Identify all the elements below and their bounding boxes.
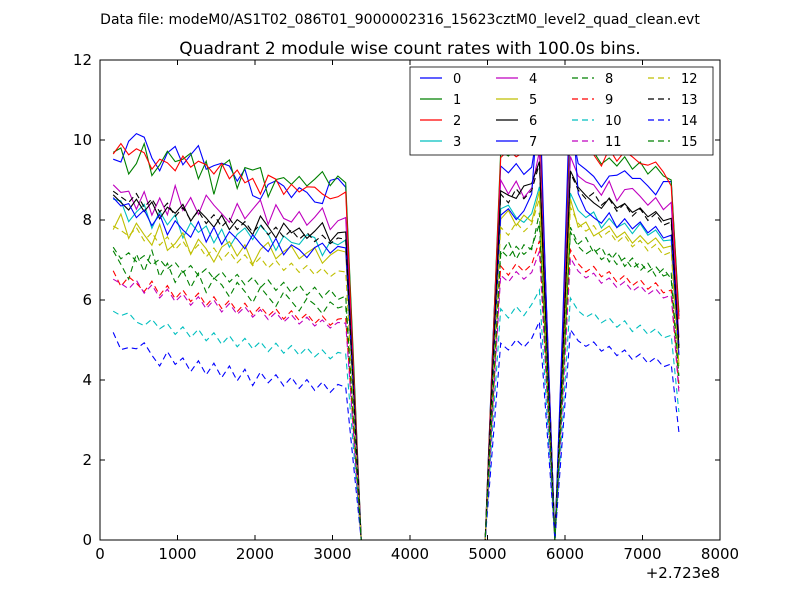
legend-item-14: 14	[648, 114, 698, 129]
legend-item-0: 0	[420, 72, 461, 87]
series-line-5	[112, 191, 680, 541]
legend-label: 4	[529, 72, 537, 87]
y-tick-label: 2	[82, 451, 92, 469]
series-line-9	[112, 240, 680, 541]
legend-label: 10	[605, 114, 622, 129]
series-line-14	[112, 321, 680, 541]
legend-item-12: 12	[648, 72, 698, 87]
legend-item-8: 8	[572, 72, 613, 87]
x-offset-label: +2.723e8	[646, 564, 720, 582]
legend-label: 5	[529, 93, 537, 108]
legend-label: 13	[681, 93, 698, 108]
legend-label: 9	[605, 93, 613, 108]
legend-item-2: 2	[420, 114, 461, 129]
series-line-2	[112, 99, 680, 541]
legend-item-3: 3	[420, 135, 461, 150]
legend-item-11: 11	[572, 135, 622, 150]
legend-label: 1	[453, 93, 461, 108]
legend-item-5: 5	[496, 93, 537, 108]
series-line-0	[113, 117, 680, 541]
legend-label: 6	[529, 114, 537, 129]
x-tick-label: 6000	[546, 545, 584, 563]
axes-layer: 0 1000 2000 3000 4000 5000 6000 7000 80000246810…	[73, 51, 739, 563]
series-line-1	[112, 114, 680, 541]
series-line-8	[112, 212, 680, 541]
x-tick-label: 4000	[391, 545, 429, 563]
legend-item-10: 10	[572, 114, 622, 129]
x-tick-label: 0	[95, 545, 105, 563]
x-tick-label: 1000	[158, 545, 196, 563]
x-tick-label: 2000	[236, 545, 274, 563]
legend-item-1: 1	[420, 93, 461, 108]
legend-box	[409, 66, 714, 156]
legend-item-15: 15	[648, 135, 698, 150]
legend-label: 0	[453, 72, 461, 87]
legend-item-13: 13	[648, 93, 698, 108]
series-line-13	[112, 163, 680, 541]
series-line-10	[112, 288, 680, 541]
legend-item-9: 9	[572, 93, 613, 108]
legend-label: 15	[681, 135, 698, 150]
x-tick-label: 7000	[623, 545, 661, 563]
data-file-label: Data file: modeM0/AS1T02_086T01_90000023…	[100, 12, 700, 28]
y-tick-label: 10	[73, 131, 92, 149]
chart-title: Quadrant 2 module wise count rates with …	[179, 39, 640, 59]
x-tick-label: 8000	[701, 545, 739, 563]
legend-label: 3	[453, 135, 461, 150]
series-line-11	[112, 251, 680, 541]
legend-label: 8	[605, 72, 613, 87]
y-tick-label: 8	[82, 211, 92, 229]
y-tick-label: 0	[82, 531, 92, 549]
legend-label: 7	[529, 135, 537, 150]
legend-label: 14	[681, 114, 698, 129]
x-tick-label: 5000	[468, 545, 506, 563]
x-tick-label: 3000	[313, 545, 351, 563]
legend-item-4: 4	[496, 72, 537, 87]
legend-item-6: 6	[496, 114, 537, 129]
legend-label: 12	[681, 72, 698, 87]
series-line-15	[112, 223, 680, 541]
y-tick-label: 12	[73, 51, 92, 69]
legend-label: 11	[605, 135, 622, 150]
legend-label: 2	[453, 114, 461, 129]
legend-item-7: 7	[496, 135, 537, 150]
y-tick-label: 4	[82, 371, 92, 389]
y-tick-label: 6	[82, 291, 92, 309]
